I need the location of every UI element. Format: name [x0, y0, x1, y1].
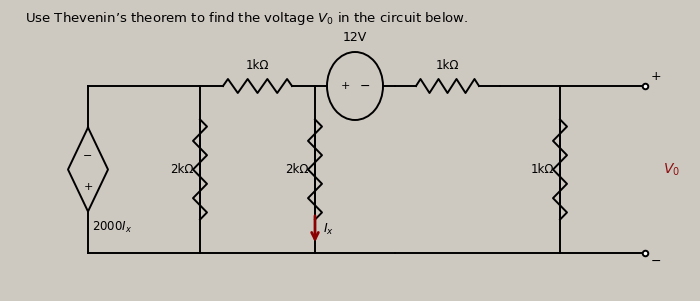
- Text: 2kΩ: 2kΩ: [171, 163, 194, 176]
- Text: 1kΩ: 1kΩ: [246, 59, 270, 72]
- Text: +: +: [651, 70, 661, 82]
- Text: −: −: [651, 255, 661, 268]
- Text: $V_0$: $V_0$: [663, 161, 680, 178]
- Text: +: +: [340, 81, 350, 91]
- Text: −: −: [360, 79, 370, 92]
- Text: −: −: [83, 150, 92, 160]
- Text: Use Thevenin’s theorem to find the voltage $V_0$ in the circuit below.: Use Thevenin’s theorem to find the volta…: [25, 10, 468, 27]
- Text: 2kΩ: 2kΩ: [286, 163, 309, 176]
- Text: 2000$I_x$: 2000$I_x$: [92, 219, 132, 234]
- Text: $I_x$: $I_x$: [323, 222, 334, 237]
- Text: 1kΩ: 1kΩ: [435, 59, 459, 72]
- Text: +: +: [83, 182, 92, 193]
- Text: 1kΩ: 1kΩ: [531, 163, 554, 176]
- Text: 12V: 12V: [343, 31, 367, 44]
